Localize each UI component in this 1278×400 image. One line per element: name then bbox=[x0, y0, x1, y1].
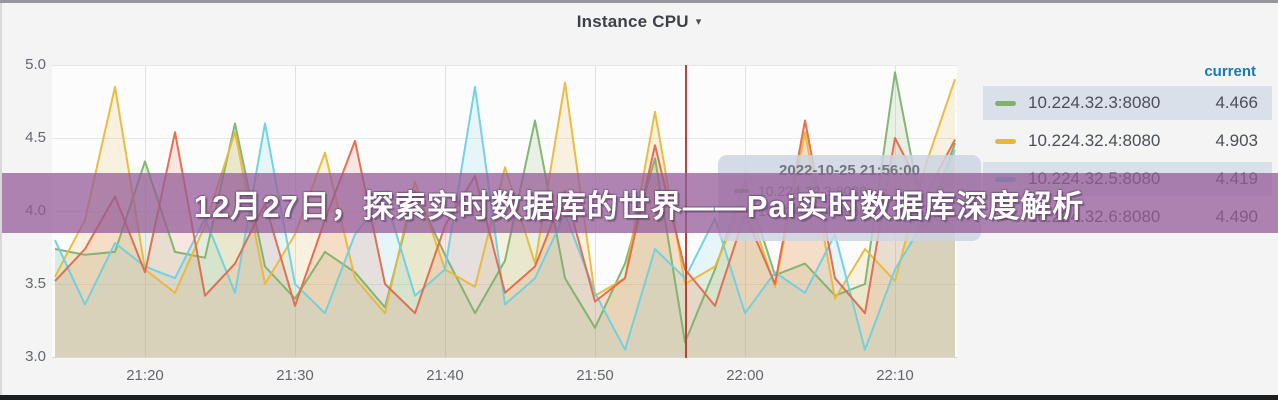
y-tick-label: 3.5 bbox=[25, 275, 46, 292]
grid-hline bbox=[52, 284, 957, 285]
overlay-banner: 12月27日，探索实时数据库的世界——Pai实时数据库深度解析 bbox=[0, 173, 1278, 233]
x-tick-label: 21:20 bbox=[126, 367, 164, 384]
grid-hline bbox=[52, 138, 957, 139]
chevron-down-icon: ▾ bbox=[695, 16, 702, 28]
x-tick-label: 21:40 bbox=[426, 367, 464, 384]
panel-left-border bbox=[0, 3, 2, 400]
cpu-line-chart bbox=[54, 71, 956, 358]
y-tick-label: 3.0 bbox=[25, 348, 46, 365]
legend-series-label: 10.224.32.4:8080 bbox=[1028, 131, 1161, 150]
grid-hline bbox=[52, 357, 957, 358]
series-fill bbox=[55, 86, 955, 358]
x-tick-label: 22:10 bbox=[876, 367, 914, 384]
series-color-dash-icon bbox=[995, 138, 1016, 144]
series-line bbox=[54, 119, 956, 315]
y-tick-label: 4.5 bbox=[25, 129, 46, 146]
legend-row[interactable]: 10.224.32.3:8080 4.466 bbox=[983, 86, 1272, 120]
legend-current-header: current bbox=[1204, 63, 1256, 80]
series-fill bbox=[55, 120, 955, 357]
banner-title: 12月27日，探索实时数据库的世界——Pai实时数据库深度解析 bbox=[193, 188, 1085, 224]
legend-row[interactable]: 10.224.32.4:8080 4.903 bbox=[983, 124, 1272, 158]
legend-current-value: 4.466 bbox=[1215, 93, 1258, 112]
panel-title-dropdown[interactable]: Instance CPU ▾ bbox=[0, 12, 1278, 32]
x-tick-label: 21:30 bbox=[276, 367, 314, 384]
y-tick-label: 5.0 bbox=[25, 56, 46, 73]
series-fill bbox=[55, 72, 955, 358]
series-line bbox=[54, 71, 956, 344]
legend-current-value: 4.903 bbox=[1215, 131, 1258, 150]
x-tick-label: 22:00 bbox=[726, 367, 764, 384]
grid-hline bbox=[52, 65, 957, 66]
panel-title: Instance CPU bbox=[576, 12, 689, 31]
series-color-dash-icon bbox=[995, 100, 1016, 106]
panel-bottom-border bbox=[0, 395, 1278, 400]
x-tick-label: 21:50 bbox=[576, 367, 614, 384]
legend-series-label: 10.224.32.3:8080 bbox=[1028, 93, 1161, 112]
